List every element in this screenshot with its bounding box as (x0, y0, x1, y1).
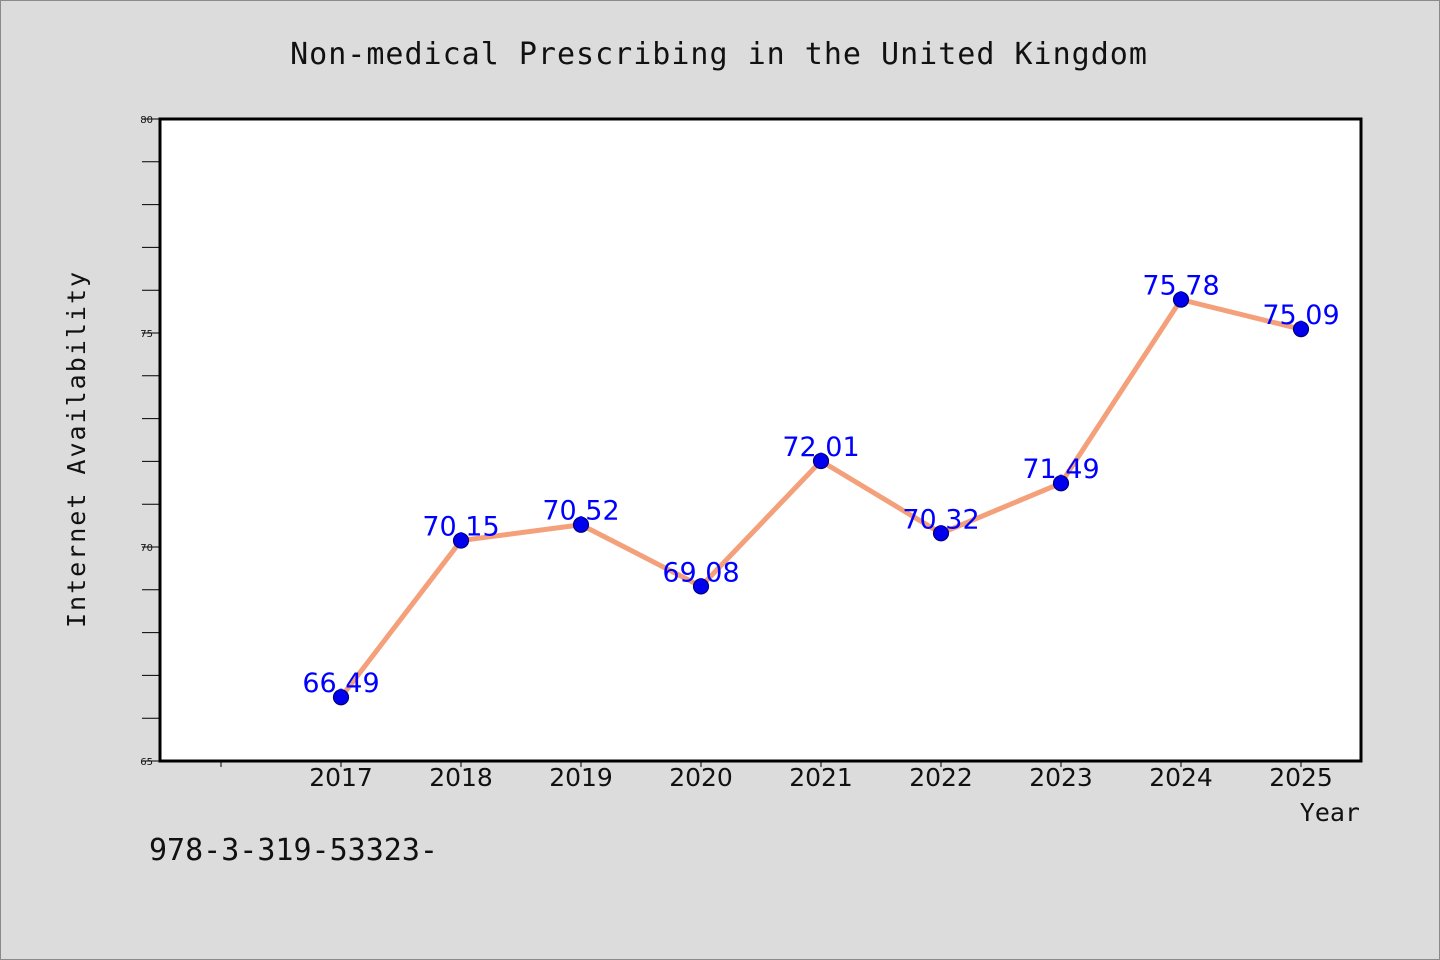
data-label: 71.49 (1022, 454, 1099, 485)
data-point (1292, 321, 1310, 338)
footnote-text: 978-3-319-53323- (149, 833, 438, 868)
x-tick-label: 2022 (909, 763, 973, 792)
x-axis-label: Year (1300, 798, 1360, 827)
data-point (932, 525, 950, 542)
y-axis-label: Internet Availability (62, 270, 91, 628)
data-point (332, 689, 350, 706)
x-tick-label: 2019 (549, 763, 613, 792)
series-layer (332, 291, 1310, 706)
y-tick-label: 80 (140, 115, 153, 126)
data-label: 75.78 (1142, 271, 1219, 302)
data-point (692, 578, 710, 595)
x-tick-label: 2020 (669, 763, 733, 792)
x-tick-label: 2018 (429, 763, 493, 792)
data-label-layer: 66.49 70.15 70.52 69.08 72.01 70.32 71.49 75.78… (302, 271, 1339, 700)
y-axis: 65 70 75 80 (140, 115, 160, 768)
data-label: 72.01 (782, 432, 859, 463)
data-point (1052, 475, 1070, 492)
plot-area (158, 117, 1363, 763)
chart-title: Non-medical Prescribing in the United Ki… (290, 37, 1148, 72)
x-tick-label: 2021 (789, 763, 853, 792)
y-tick-label: 75 (140, 329, 153, 340)
y-tick-label: 70 (140, 543, 153, 554)
data-label: 70.15 (422, 512, 499, 543)
data-label: 75.09 (1262, 300, 1339, 331)
data-point (572, 516, 590, 533)
data-label: 70.32 (902, 504, 979, 535)
data-point (812, 452, 830, 470)
x-axis: 2017 2018 2019 2020 2021 2022 2023 2024 2025 (220, 761, 1333, 792)
data-point (1172, 291, 1190, 308)
y-tick-label: 65 (140, 757, 153, 768)
x-tick-label: 2024 (1149, 763, 1213, 792)
x-tick-label: 2017 (309, 763, 373, 792)
data-label: 70.52 (542, 496, 619, 527)
data-label: 66.49 (302, 668, 379, 699)
x-tick-label: 2023 (1029, 763, 1093, 792)
data-point (452, 532, 470, 549)
x-tick-label: 2025 (1269, 763, 1333, 792)
data-label: 69.08 (662, 557, 739, 588)
